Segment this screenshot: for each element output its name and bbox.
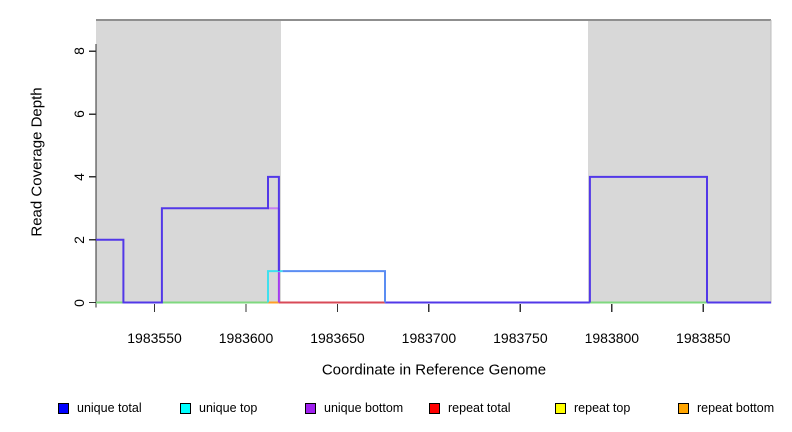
x-tick-label: 1983700: [401, 330, 457, 346]
coverage-step-line: [267, 270, 283, 303]
y-tick-label: 8: [71, 47, 87, 56]
x-tick-label: 1983550: [127, 330, 182, 346]
x-axis-title: Coordinate in Reference Genome: [321, 361, 547, 379]
y-axis-title: Read Coverage Depth: [28, 87, 46, 237]
y-tick-label: 6: [71, 110, 87, 119]
coverage-step-line: [282, 270, 386, 303]
y-tick-label: 0: [71, 298, 87, 307]
x-tick-label: 1983600: [218, 330, 274, 346]
x-tick-label: 1983650: [310, 330, 365, 346]
coverage-step-line: [96, 175, 280, 304]
x-tick-label: 1983800: [584, 330, 640, 346]
shaded-region: [588, 20, 771, 304]
y-tick-label: 2: [71, 235, 87, 244]
coverage-step-line: [588, 175, 708, 303]
x-tick-label: 1983850: [676, 330, 731, 346]
shaded-region: [96, 20, 281, 304]
x-tick-label: 1983750: [493, 330, 548, 346]
y-tick-label: 4: [71, 173, 87, 181]
